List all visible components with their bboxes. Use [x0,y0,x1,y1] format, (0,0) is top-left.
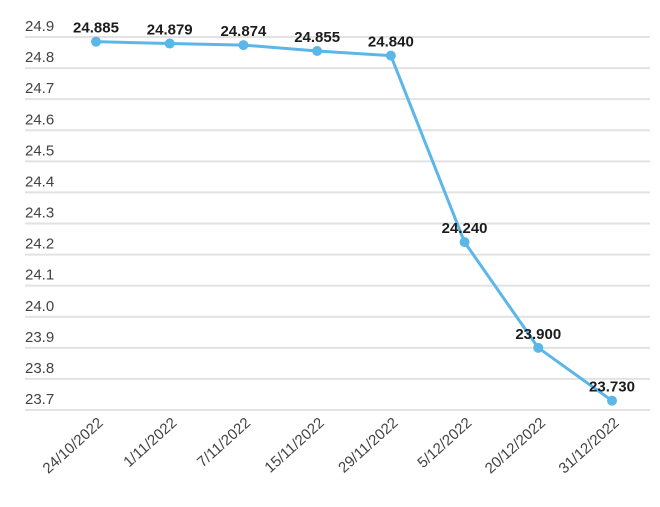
y-axis-tick-label: 24.4 [25,173,54,190]
y-axis-tick-label: 24.7 [25,80,54,97]
data-point-label: 24.855 [294,29,340,46]
data-point-label: 24.240 [442,220,488,237]
data-point-label: 23.730 [589,379,635,396]
data-point-label: 24.879 [147,22,193,39]
y-axis-tick-label: 23.9 [25,329,54,346]
y-axis-tick-label: 24.0 [25,298,54,315]
y-axis-tick-label: 24.5 [25,142,54,159]
y-axis-tick-label: 24.2 [25,236,54,253]
y-axis-tick-label: 24.3 [25,205,54,222]
data-point-marker [164,38,175,49]
x-axis-tick-label: 5/12/2022 [414,414,475,471]
x-axis-tick-label: 15/11/2022 [261,414,327,476]
data-point-marker [459,237,470,248]
data-point-marker [533,342,544,353]
x-axis-tick-label: 31/12/2022 [556,414,623,477]
data-point-marker [312,45,323,56]
x-axis-tick-label: 1/11/2022 [120,414,180,471]
y-axis-tick-label: 24.9 [25,18,54,35]
x-axis-tick-label: 20/12/2022 [482,414,549,477]
y-axis-tick-label: 23.8 [25,360,54,377]
data-point-label: 24.874 [220,23,267,40]
data-point-marker [238,40,249,51]
x-axis-tick-label: 24/10/2022 [40,414,107,477]
data-point-label: 24.885 [73,20,119,37]
data-point-label: 23.900 [515,326,561,343]
line-series [94,40,614,403]
data-point-marker [385,50,396,61]
data-point-marker [91,36,101,47]
y-axis-tick-label: 24.1 [25,267,54,284]
y-axis-tick-label: 24.6 [25,111,54,128]
data-point-label: 24.840 [368,34,414,51]
x-axis-tick-label: 29/11/2022 [335,414,401,476]
data-point-marker [607,395,617,406]
y-axis-tick-label: 24.8 [25,49,54,66]
y-axis-tick-label: 23.7 [25,391,54,408]
x-axis-tick-label: 7/11/2022 [194,414,254,471]
